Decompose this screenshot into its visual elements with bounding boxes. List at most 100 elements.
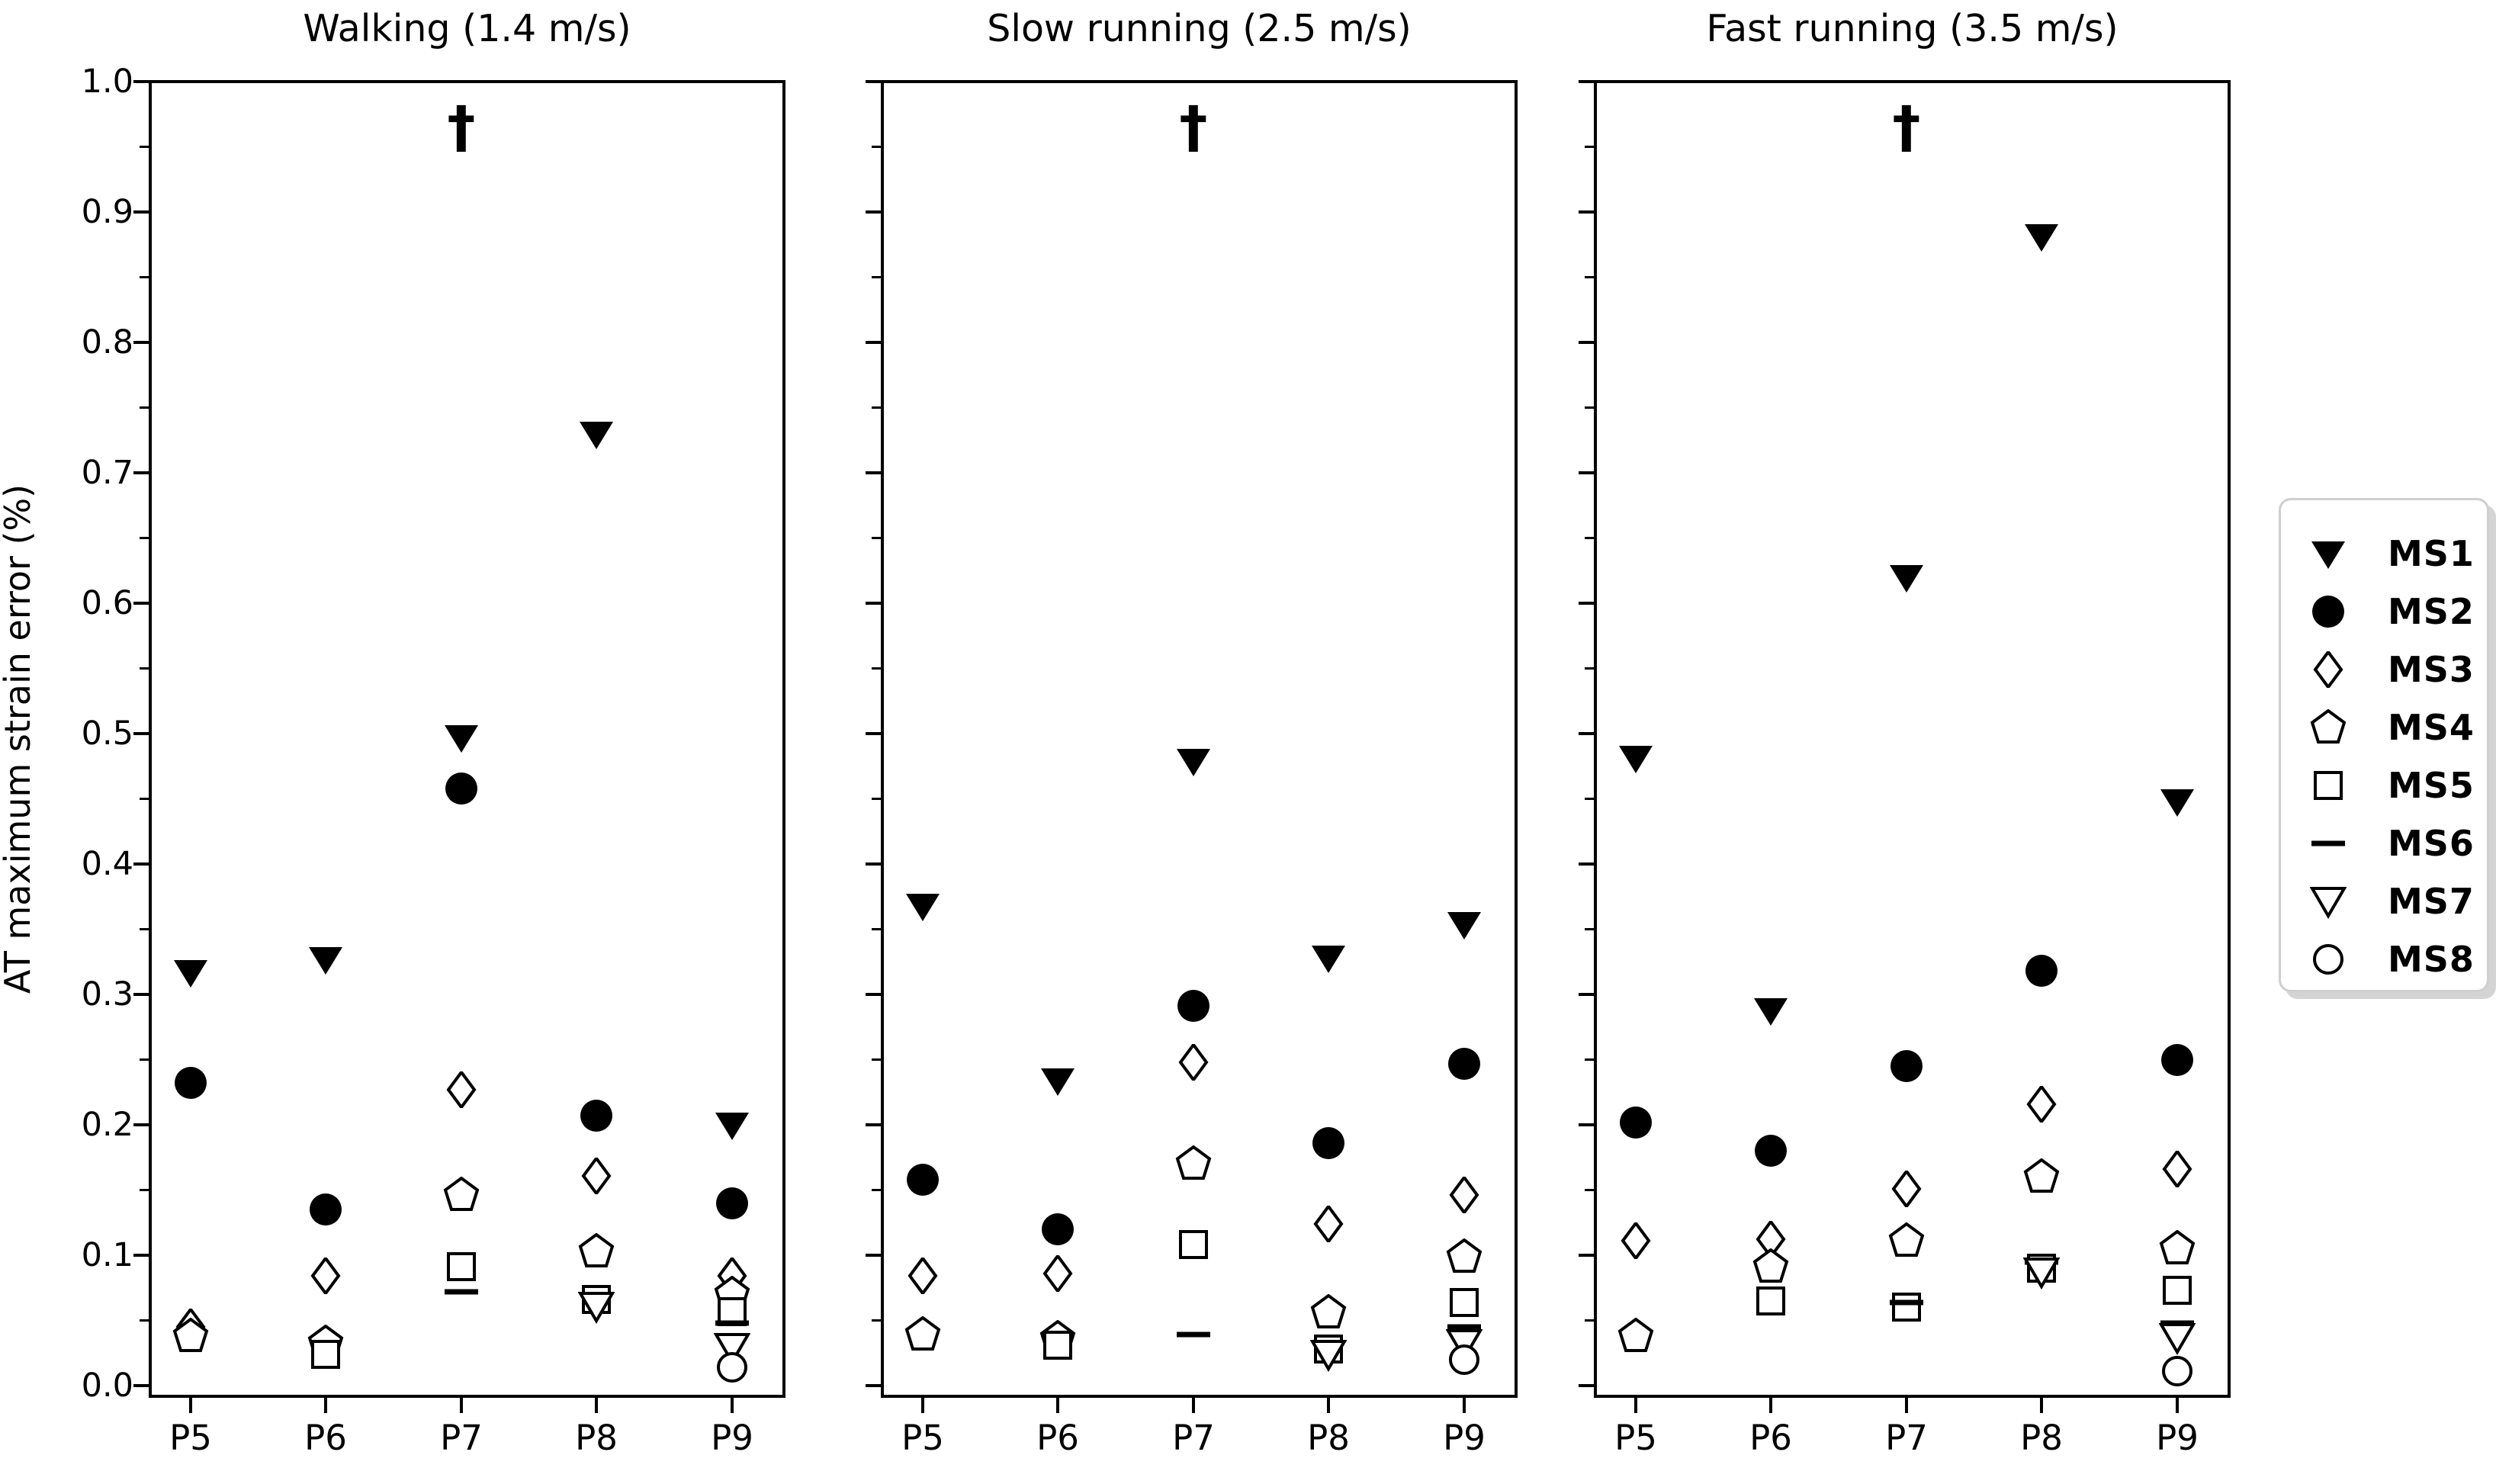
data-point-marker bbox=[1888, 1170, 1925, 1207]
data-point-marker bbox=[1888, 559, 1925, 596]
legend-marker-icon bbox=[2310, 767, 2347, 804]
y-minor-tick bbox=[872, 276, 881, 278]
data-point-marker bbox=[904, 888, 941, 924]
data-point-marker bbox=[1888, 1048, 1925, 1084]
y-minor-tick bbox=[140, 406, 149, 409]
x-major-tick bbox=[324, 1398, 327, 1413]
significance-dagger: † bbox=[1179, 94, 1208, 160]
y-tick-label: 0.9 bbox=[81, 193, 133, 231]
data-point-marker bbox=[1039, 1062, 1076, 1099]
legend-entry: MS7 bbox=[2281, 872, 2487, 930]
y-major-tick bbox=[866, 1384, 881, 1387]
data-point-marker bbox=[1446, 1309, 1483, 1345]
legend-entry-label: MS5 bbox=[2388, 765, 2475, 806]
x-tick-label: P8 bbox=[2020, 1418, 2063, 1458]
data-point-marker bbox=[1752, 1283, 1789, 1319]
y-tick-label: 0.8 bbox=[81, 323, 133, 361]
y-minor-tick bbox=[140, 928, 149, 930]
legend-entry: MS4 bbox=[2281, 699, 2487, 756]
data-point-marker bbox=[2159, 1230, 2196, 1267]
data-point-marker bbox=[1446, 1284, 1483, 1321]
data-point-marker bbox=[1446, 1177, 1483, 1214]
legend-entry-label: MS3 bbox=[2388, 649, 2475, 690]
data-point-marker bbox=[443, 1248, 480, 1285]
y-tick-label: 0.3 bbox=[81, 975, 133, 1013]
significance-dagger: † bbox=[1892, 94, 1921, 160]
x-tick-label: P9 bbox=[711, 1418, 753, 1458]
y-tick-label: 0.5 bbox=[81, 715, 133, 753]
x-tick-label: P7 bbox=[1885, 1418, 1928, 1458]
legend-marker-icon bbox=[2310, 593, 2347, 630]
data-point-marker bbox=[578, 1157, 615, 1194]
legend-marker-icon bbox=[2310, 651, 2347, 688]
y-major-tick bbox=[1579, 1123, 1594, 1126]
x-tick-label: P9 bbox=[2156, 1418, 2199, 1458]
data-point-marker bbox=[1446, 906, 1483, 943]
x-tick-label: P7 bbox=[1172, 1418, 1215, 1458]
legend-entry: MS5 bbox=[2281, 756, 2487, 814]
data-point-marker bbox=[904, 1316, 941, 1353]
data-point-marker bbox=[1175, 1043, 1212, 1081]
x-major-tick bbox=[460, 1398, 463, 1413]
y-major-tick bbox=[133, 862, 149, 866]
legend-entry: MS8 bbox=[2281, 930, 2487, 988]
y-major-tick bbox=[1579, 732, 1594, 735]
data-point-marker bbox=[1175, 1316, 1212, 1353]
y-minor-tick bbox=[1585, 1319, 1594, 1322]
x-major-tick bbox=[1192, 1398, 1195, 1413]
y-tick-label: 0.2 bbox=[81, 1106, 133, 1144]
data-point-marker bbox=[1310, 1294, 1347, 1331]
legend-entry-label: MS4 bbox=[2388, 707, 2475, 748]
data-point-marker bbox=[172, 1065, 209, 1101]
y-tick-label: 0.1 bbox=[81, 1236, 133, 1274]
y-major-tick bbox=[866, 993, 881, 996]
y-major-tick bbox=[1579, 210, 1594, 214]
data-point-marker bbox=[1039, 1254, 1076, 1292]
panel-title: Fast running (3.5 m/s) bbox=[1706, 7, 2119, 50]
x-tick-label: P5 bbox=[1614, 1418, 1657, 1458]
data-point-marker bbox=[307, 1258, 344, 1295]
y-major-tick bbox=[866, 732, 881, 735]
y-minor-tick bbox=[1585, 537, 1594, 539]
data-point-marker bbox=[2023, 1158, 2060, 1195]
x-tick-label: P5 bbox=[169, 1418, 212, 1458]
x-tick-label: P6 bbox=[304, 1418, 347, 1458]
y-major-tick bbox=[133, 1384, 149, 1387]
x-major-tick bbox=[1463, 1398, 1466, 1413]
y-minor-tick bbox=[1585, 406, 1594, 409]
data-point-marker bbox=[2159, 1353, 2196, 1389]
legend-entry-label: MS8 bbox=[2388, 939, 2475, 980]
y-tick-label: 0.6 bbox=[81, 584, 133, 622]
data-point-marker bbox=[2159, 1272, 2196, 1309]
x-tick-label: P6 bbox=[1036, 1418, 1079, 1458]
y-minor-tick bbox=[1585, 276, 1594, 278]
data-point-marker bbox=[1617, 1104, 1654, 1141]
panel-title: Slow running (2.5 m/s) bbox=[987, 7, 1412, 50]
data-point-marker bbox=[1039, 1327, 1076, 1364]
y-major-tick bbox=[133, 80, 149, 83]
legend: MS1 MS2 MS3 MS4 MS5 MS6 MS7 MS8 bbox=[2279, 498, 2489, 992]
y-minor-tick bbox=[872, 406, 881, 409]
data-point-marker bbox=[443, 1177, 480, 1213]
data-point-marker bbox=[2023, 1085, 2060, 1123]
y-major-tick bbox=[866, 471, 881, 474]
y-minor-tick bbox=[872, 146, 881, 148]
data-point-marker bbox=[1752, 1132, 1789, 1169]
data-point-marker bbox=[1888, 1289, 1925, 1325]
y-tick-label: 1.0 bbox=[81, 63, 133, 101]
y-major-tick bbox=[1579, 993, 1594, 996]
y-minor-tick bbox=[1585, 928, 1594, 930]
y-minor-tick bbox=[1585, 146, 1594, 148]
y-minor-tick bbox=[872, 928, 881, 930]
data-point-marker bbox=[1310, 1205, 1347, 1242]
y-major-tick bbox=[133, 341, 149, 344]
data-point-marker bbox=[1175, 1145, 1212, 1182]
y-major-tick bbox=[1579, 80, 1594, 83]
x-tick-label: P8 bbox=[575, 1418, 618, 1458]
x-major-tick bbox=[1634, 1398, 1637, 1413]
y-minor-tick bbox=[140, 146, 149, 148]
y-major-tick bbox=[866, 862, 881, 866]
y-minor-tick bbox=[140, 667, 149, 670]
y-major-tick bbox=[1579, 862, 1594, 866]
